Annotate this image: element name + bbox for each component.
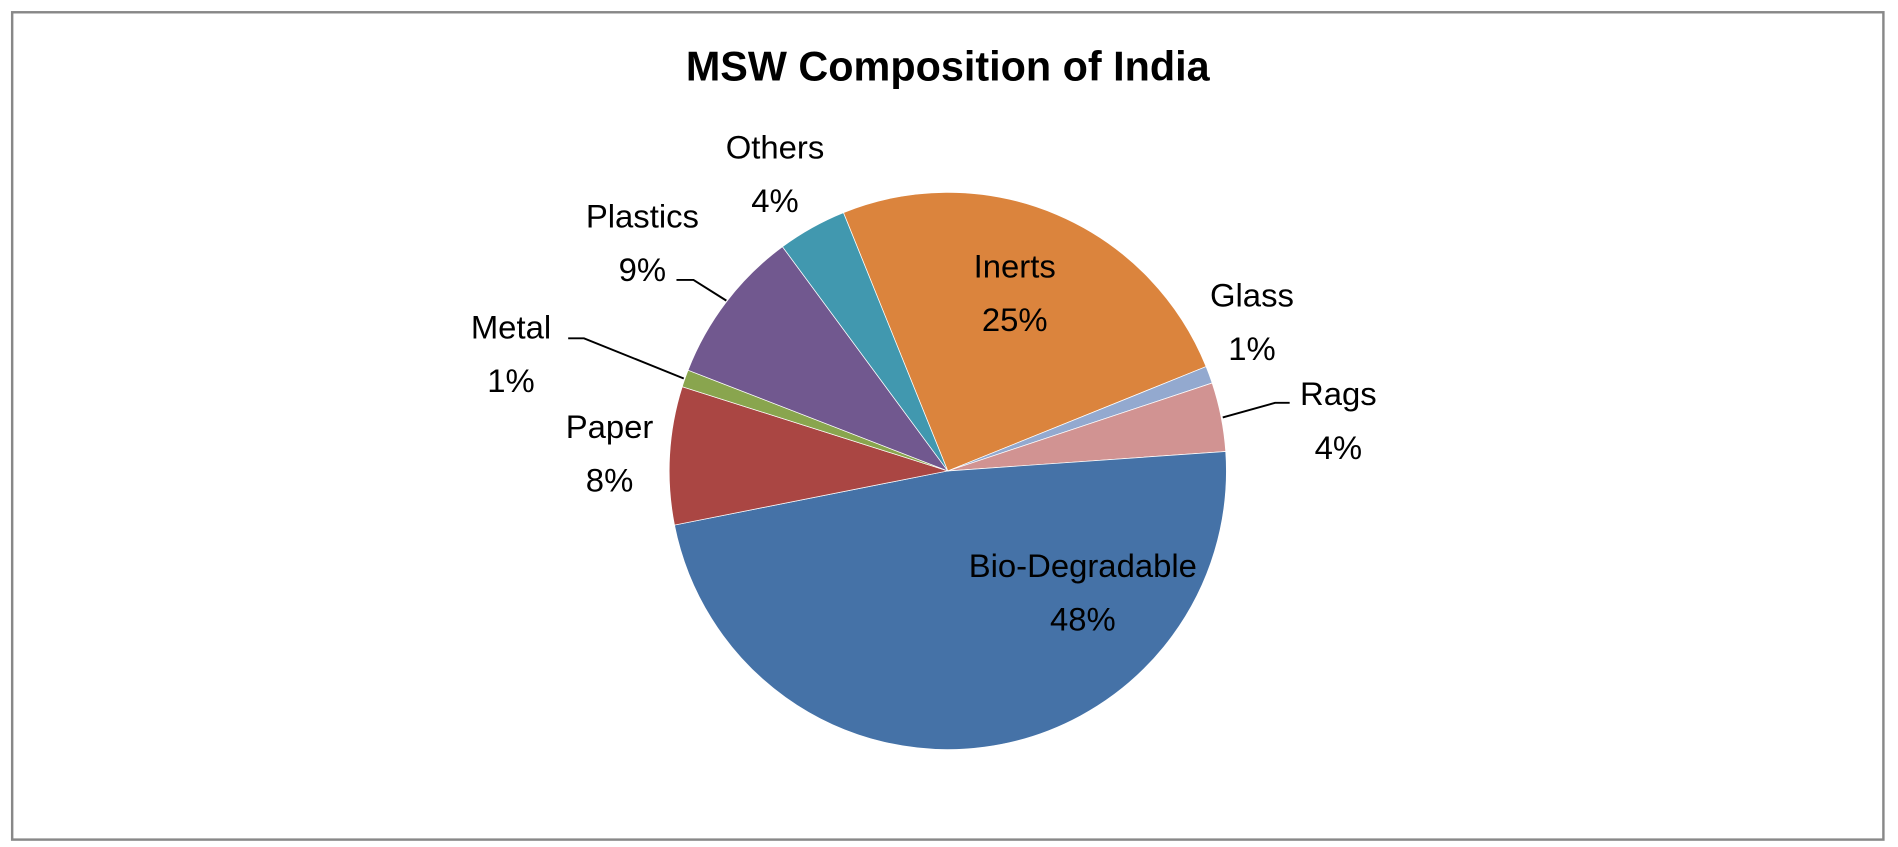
data-label-name: Bio-Degradable (969, 547, 1197, 584)
data-label-value: 4% (1315, 429, 1362, 466)
pie-slice-paper (668, 386, 948, 526)
pie-slice-bio-degradable (674, 451, 1227, 750)
leader-line-plastics (676, 278, 727, 302)
leader-line-rags (1222, 401, 1290, 419)
data-label-name: Inerts (974, 247, 1056, 284)
data-label-name: Others (726, 128, 825, 165)
data-label-name: Glass (1210, 277, 1294, 314)
data-label-name: Plastics (586, 198, 699, 235)
data-label-name: Paper (566, 408, 654, 445)
data-label-value: 8% (586, 462, 633, 499)
leader-line-metal (568, 337, 685, 380)
chart-title: MSW Composition of India (686, 43, 1211, 89)
data-label-value: 4% (751, 182, 798, 219)
data-label-name: Rags (1300, 375, 1377, 412)
pie-slice-others (781, 212, 949, 472)
pie-slice-plastics (687, 246, 949, 472)
data-label-value: 1% (1228, 330, 1275, 367)
data-label-value: 25% (982, 301, 1048, 338)
data-label-value: 1% (487, 362, 534, 399)
data-label-value: 9% (619, 251, 666, 288)
pie-slice-inerts (842, 191, 1207, 472)
data-label-name: Metal (471, 308, 551, 345)
data-label-value: 48% (1050, 600, 1116, 637)
